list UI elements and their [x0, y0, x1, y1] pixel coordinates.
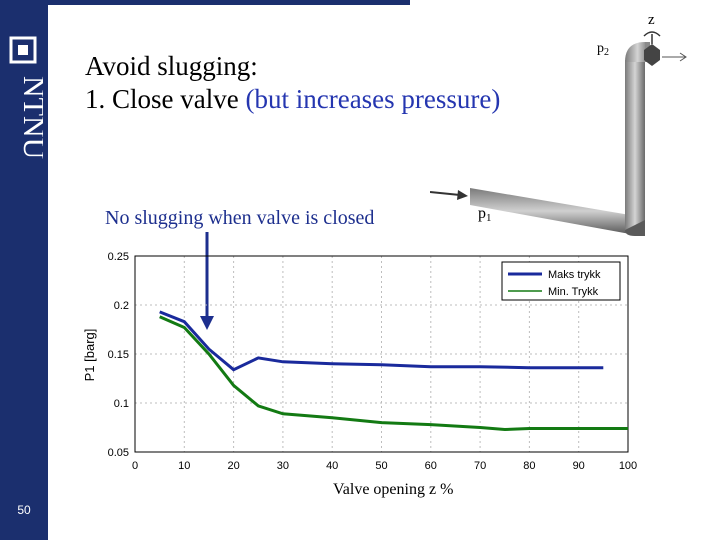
p1-label: p1 [478, 205, 492, 224]
plot-frame [134, 255, 629, 453]
legend-label-min: Min. Trykk [548, 286, 599, 298]
x-tick-label: 60 [425, 460, 437, 472]
x-tick-label: 100 [619, 460, 637, 472]
ntnu-logo-icon: NTNU [9, 36, 43, 160]
y-tick-label: 0.25 [108, 251, 129, 263]
inflow-arrow [430, 191, 461, 196]
y-tick-label: 0.1 [114, 398, 129, 410]
x-tick-label: 10 [178, 460, 190, 472]
y-axis-label: P1 [barg] [82, 329, 97, 382]
x-tick-label: 30 [277, 460, 289, 472]
x-tick-label: 70 [474, 460, 486, 472]
title-line-2-text: 1. Close valve [85, 84, 246, 114]
ntnu-sidebar: NTNU 50 [0, 0, 48, 540]
y-tick-labels: 0.05 0.1 0.15 0.2 0.25 [108, 251, 129, 459]
x-axis-label: Valve opening z % [333, 481, 454, 498]
riser-segment [625, 60, 645, 230]
y-tick-label: 0.15 [108, 349, 129, 361]
p2-label: p2 [597, 41, 609, 58]
y-tick-label: 0.2 [114, 300, 129, 312]
title-line-2: 1. Close valve (but increases pressure) [85, 83, 500, 116]
slide-title: Avoid slugging: 1. Close valve (but incr… [85, 50, 500, 116]
series-line-min-trykk [159, 315, 628, 432]
page-number: 50 [17, 503, 31, 517]
title-line-2-note: (but increases pressure) [245, 84, 501, 114]
chart-legend: Maks trykk Min. Trykk [501, 261, 621, 301]
x-tick-label: 80 [523, 460, 535, 472]
pipeline-segment [470, 188, 630, 234]
z-label: z [648, 12, 655, 28]
x-tick-labels: 0 10 20 30 40 50 60 70 80 90 100 [132, 460, 637, 472]
x-tick-label: 40 [326, 460, 338, 472]
title-line-1: Avoid slugging: [85, 51, 258, 81]
x-tick-label: 90 [573, 460, 585, 472]
x-tick-label: 50 [375, 460, 387, 472]
series-line-maks-trykk [159, 310, 604, 372]
top-bar [48, 0, 410, 5]
legend-label-maks: Maks trykk [548, 269, 601, 281]
pressure-chart: 0.05 0.1 0.15 0.2 0.25 0 10 20 30 40 50 60 70 80 90 10… [82, 251, 637, 472]
x-tick-label: 20 [227, 460, 239, 472]
logo-text: NTNU [17, 76, 43, 160]
y-tick-label: 0.05 [108, 447, 129, 459]
x-tick-label: 0 [132, 460, 138, 472]
riser-pipe-diagram: z p2 p1 [430, 12, 687, 236]
callout-text: No slugging when valve is closed [105, 207, 375, 229]
